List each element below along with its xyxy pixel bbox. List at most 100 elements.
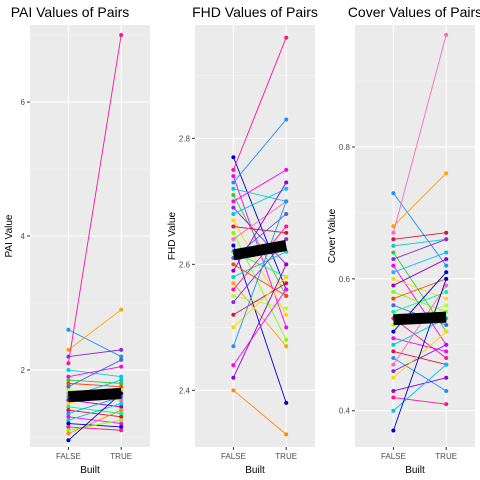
point-false (66, 367, 71, 372)
panel-1: 2 4 6 FALSE TRUE PAI Values of Pairs Built PAI … (4, 4, 150, 476)
point-false (391, 296, 396, 301)
x-tick-label: TRUE (110, 452, 132, 461)
point-true (284, 262, 289, 267)
point-false (231, 325, 236, 330)
point-true (444, 349, 449, 354)
point-false (231, 155, 236, 160)
point-true (284, 344, 289, 349)
point-false (391, 369, 396, 374)
pair-line (393, 238, 447, 247)
point-false (231, 230, 236, 235)
point-false (391, 230, 396, 235)
pair-line (233, 282, 287, 316)
point-true (284, 167, 289, 172)
point-true (119, 421, 124, 426)
y-tick-label: 0.6 (339, 275, 351, 284)
pair-line (233, 188, 287, 202)
y-tick-label: 0.8 (339, 143, 351, 152)
point-false (231, 262, 236, 267)
chart-title: Cover Values of Pairs (348, 4, 480, 20)
panel-background (355, 25, 475, 447)
point-true (284, 274, 289, 279)
y-axis-label: FHD Value (167, 211, 178, 260)
point-false (66, 424, 71, 429)
y-tick-label: 2.8 (179, 134, 191, 143)
point-false (66, 327, 71, 332)
point-false (391, 342, 396, 347)
pair-line (68, 366, 122, 378)
point-true (444, 270, 449, 275)
pair-line (393, 265, 447, 346)
pair-line (68, 419, 122, 431)
x-tick-label: FALSE (56, 452, 81, 461)
pair-line (392, 34, 447, 233)
pair-line (233, 226, 287, 290)
point-true (444, 250, 449, 255)
x-axis-label: Built (80, 465, 100, 476)
point-true (119, 347, 124, 352)
point-false (391, 270, 396, 275)
point-true (284, 211, 289, 216)
x-axis-label: Built (245, 465, 265, 476)
point-false (391, 355, 396, 360)
point-true (284, 287, 289, 292)
pair-line (68, 382, 122, 388)
pair-line (393, 192, 447, 266)
pair-line (68, 359, 122, 388)
point-false (231, 237, 236, 242)
point-true (119, 33, 124, 38)
point-true (119, 408, 124, 413)
pair-line (233, 169, 287, 202)
pair-line (232, 37, 287, 171)
pair-line (393, 285, 447, 365)
pair-line (233, 389, 287, 435)
point-true (119, 404, 124, 409)
point-false (391, 257, 396, 262)
point-true (444, 171, 449, 176)
panel-3: 0.4 0.6 0.8 FALSE TRUE Cover Values of Pairs B… (327, 4, 480, 476)
point-true (119, 364, 124, 369)
pair-line (68, 409, 122, 435)
point-true (444, 32, 449, 37)
point-true (444, 290, 449, 295)
point-false (231, 268, 236, 273)
point-false (391, 408, 396, 413)
point-true (284, 199, 289, 204)
point-false (231, 193, 236, 198)
pair-line (393, 258, 447, 286)
point-false (66, 438, 71, 443)
point-true (284, 293, 289, 298)
point-true (284, 312, 289, 317)
x-tick-label: FALSE (381, 452, 406, 461)
point-true (444, 276, 449, 281)
pair-line (233, 282, 287, 347)
point-true (444, 257, 449, 262)
point-false (231, 211, 236, 216)
point-true (119, 424, 124, 429)
point-true (284, 400, 289, 405)
point-false (391, 349, 396, 354)
point-true (284, 224, 289, 229)
pair-line (392, 278, 447, 431)
point-false (66, 374, 71, 379)
pair-line (233, 251, 287, 278)
point-true (119, 401, 124, 406)
point-false (231, 243, 236, 248)
point-true (444, 375, 449, 380)
point-false (231, 300, 236, 305)
pair-line (393, 364, 447, 412)
chart-title: FHD Values of Pairs (192, 4, 318, 20)
point-false (66, 361, 71, 366)
x-tick-label: TRUE (435, 452, 457, 461)
point-false (391, 303, 396, 308)
pair-line (232, 157, 287, 290)
point-true (444, 329, 449, 334)
point-false (391, 224, 396, 229)
pair-line (68, 396, 122, 414)
pair-line (68, 426, 122, 431)
point-true (444, 342, 449, 347)
point-false (231, 218, 236, 223)
mean-line (68, 387, 122, 403)
point-false (231, 388, 236, 393)
point-true (119, 428, 124, 433)
